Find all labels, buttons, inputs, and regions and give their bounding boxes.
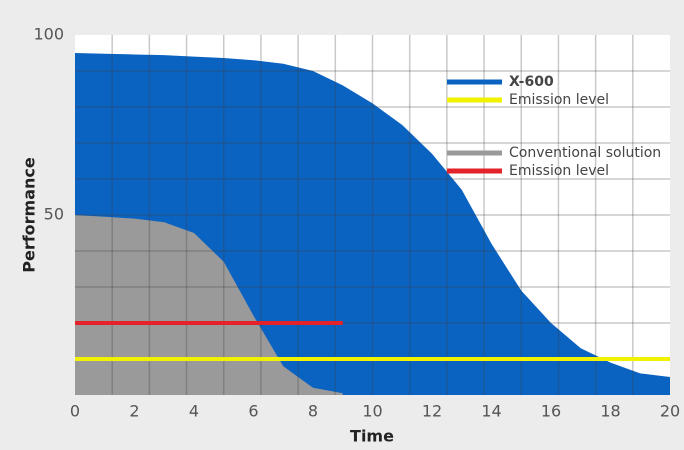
x-tick-label: 0: [70, 402, 80, 421]
x-tick-label: 8: [308, 402, 318, 421]
x-axis-label: Time: [350, 427, 394, 446]
area: [75, 215, 343, 395]
x-tick-label: 12: [422, 402, 442, 421]
legend-label: Emission level: [509, 92, 609, 108]
legend-label: X-600: [509, 74, 554, 90]
legend-label: Emission level: [509, 163, 609, 179]
x-tick-label: 4: [189, 402, 199, 421]
legend-label: Conventional solution: [509, 145, 661, 161]
x-tick-label: 6: [248, 402, 258, 421]
x-tick-label: 10: [362, 402, 382, 421]
y-tick-label: 100: [33, 25, 64, 44]
x-tick-label: 18: [600, 402, 620, 421]
x-tick-label: 2: [129, 402, 139, 421]
y-tick-label: 50: [44, 205, 64, 224]
x-tick-label: 20: [660, 402, 680, 421]
y-axis-label: Performance: [20, 157, 39, 273]
x-tick-label: 16: [541, 402, 561, 421]
x-tick-label: 14: [481, 402, 501, 421]
